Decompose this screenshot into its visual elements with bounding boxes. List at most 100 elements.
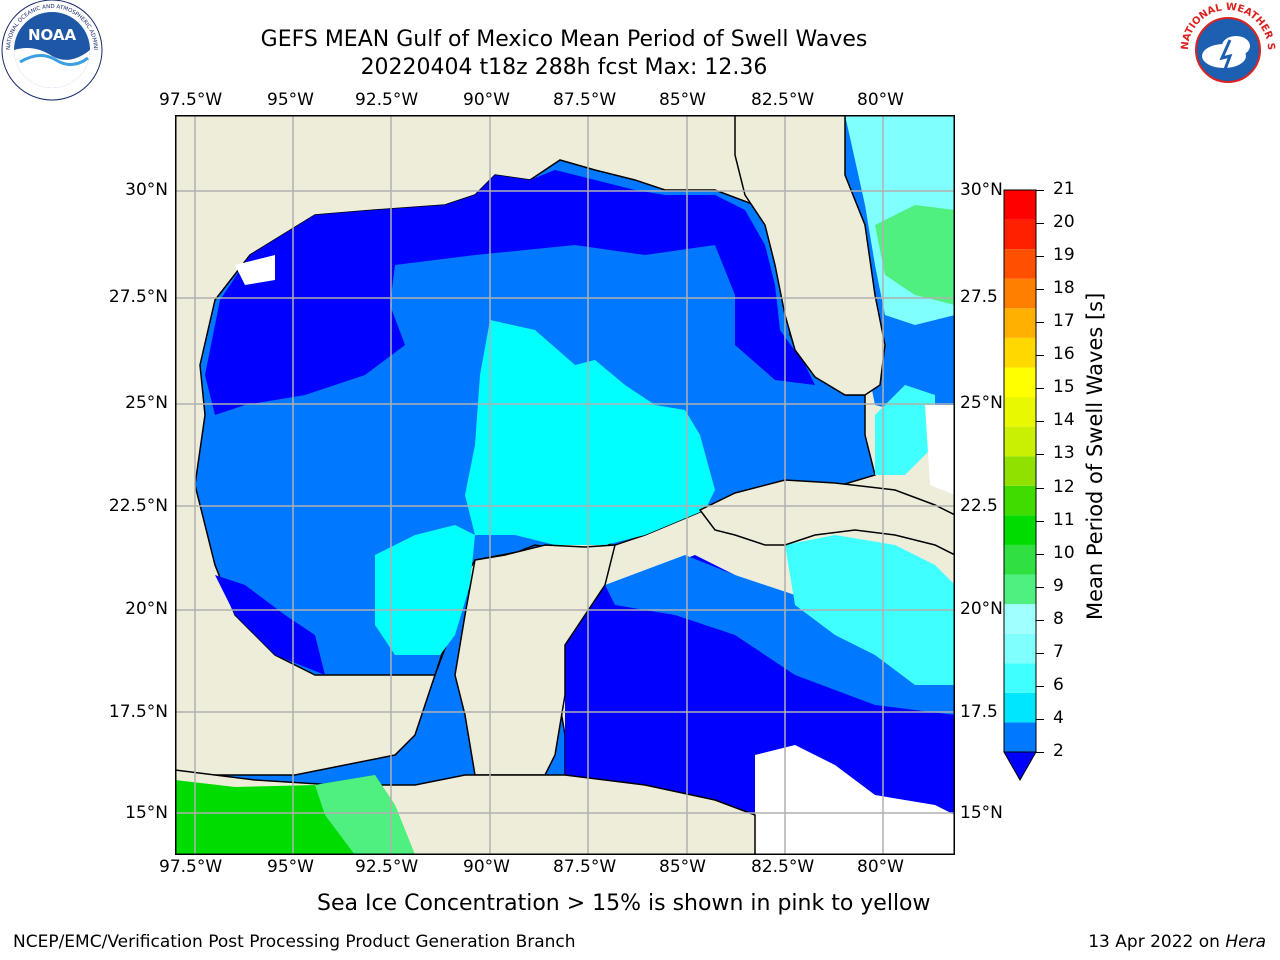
lon-label-bottom: 82.5°W xyxy=(751,857,815,877)
lat-label-left: 30°N xyxy=(125,180,168,200)
colorbar-tick-mark xyxy=(1036,619,1044,621)
lon-label-bottom: 90°W xyxy=(463,857,510,877)
colorbar-tick-mark xyxy=(1036,256,1044,258)
lon-label-bottom: 92.5°W xyxy=(355,857,419,877)
colorbar-extend-triangle xyxy=(1003,751,1037,782)
chart-title: GEFS MEAN Gulf of Mexico Mean Period of … xyxy=(260,27,868,52)
lat-label-right: 25°N xyxy=(960,393,1003,413)
colorbar-tick-label: 11 xyxy=(1053,509,1075,530)
lat-label-right: 30°N xyxy=(960,180,1003,200)
colorbar-swatch xyxy=(1004,249,1036,279)
colorbar-swatch xyxy=(1004,663,1036,693)
colorbar-swatch xyxy=(1004,722,1036,752)
colorbar-tick-label: 19 xyxy=(1053,245,1075,266)
lon-label-bottom: 95°W xyxy=(267,857,314,877)
colorbar-tick-label: 12 xyxy=(1053,476,1075,497)
colorbar-tick-label: 17 xyxy=(1053,311,1075,332)
lat-label-right: 17.5 xyxy=(960,702,998,722)
lat-label-left: 22.5°N xyxy=(108,496,168,516)
colorbar-tick-mark xyxy=(1036,454,1044,456)
lon-label-top: 97.5°W xyxy=(159,90,223,110)
colorbar-tick-label: 20 xyxy=(1053,212,1075,233)
map-frame xyxy=(175,115,955,855)
colorbar-tick-label: 13 xyxy=(1053,443,1075,464)
colorbar-swatch xyxy=(1004,485,1036,516)
colorbar-tick-mark xyxy=(1036,355,1044,357)
colorbar-tick-label: 6 xyxy=(1053,674,1064,695)
lat-label-left: 27.5°N xyxy=(108,287,168,307)
colorbar-tick-label: 7 xyxy=(1053,641,1064,662)
colorbar-tick-mark xyxy=(1036,718,1044,720)
map-gridlines xyxy=(175,115,955,855)
lon-label-top: 87.5°W xyxy=(553,90,617,110)
colorbar-swatch xyxy=(1004,308,1036,338)
footer-machine: Hera xyxy=(1225,932,1266,952)
colorbar-swatch xyxy=(1004,426,1036,457)
colorbar-tick-label: 8 xyxy=(1053,608,1064,629)
lon-label-top: 85°W xyxy=(659,90,706,110)
colorbar-tick-mark xyxy=(1036,520,1044,522)
footer-date: 13 Apr 2022 on Hera xyxy=(1088,932,1266,952)
footer-date-text: 13 Apr 2022 on xyxy=(1088,932,1220,952)
colorbar-tick-mark xyxy=(1036,190,1044,191)
yucatan-land xyxy=(454,544,616,776)
colorbar-swatch xyxy=(1004,337,1036,368)
lon-label-top: 95°W xyxy=(267,90,314,110)
lat-label-left: 25°N xyxy=(125,393,168,413)
no-data-region xyxy=(755,745,955,855)
colorbar xyxy=(1003,189,1037,782)
colorbar-swatch xyxy=(1004,190,1036,220)
colorbar-tick-label: 21 xyxy=(1053,179,1075,199)
colorbar-tick-mark xyxy=(1036,586,1044,588)
lat-label-right: 20°N xyxy=(960,599,1003,619)
lon-label-top: 90°W xyxy=(463,90,510,110)
colorbar-tick-mark xyxy=(1036,421,1044,423)
lon-label-top: 80°W xyxy=(857,90,904,110)
colorbar-swatch xyxy=(1004,278,1036,309)
lat-label-left: 20°N xyxy=(125,599,168,619)
cuba-land xyxy=(698,479,955,556)
colorbar-tick-label: 9 xyxy=(1053,575,1064,596)
colorbar-tick-mark xyxy=(1036,223,1044,225)
lat-label-right: 27.5 xyxy=(960,287,998,307)
colorbar-tick-label: 16 xyxy=(1053,344,1075,365)
lon-label-top: 92.5°W xyxy=(355,90,419,110)
lon-label-bottom: 85°W xyxy=(659,857,706,877)
nws-logo-icon: NATIONAL WEATHER SERVICE xyxy=(1172,0,1280,100)
colorbar-tick-mark xyxy=(1036,652,1044,654)
colorbar-tick-label: 10 xyxy=(1053,542,1075,563)
colorbar-tick-mark xyxy=(1036,322,1044,324)
florida-land xyxy=(734,115,886,396)
colorbar-tick-mark xyxy=(1036,685,1044,687)
colorbar-title: Mean Period of Swell Waves [s] xyxy=(1083,292,1107,620)
lat-label-right: 22.5 xyxy=(960,496,998,516)
cyan-region xyxy=(465,320,715,545)
colorbar-tick-label: 4 xyxy=(1053,707,1064,728)
noaa-logo-icon: NOAA NATIONAL OCEANIC AND ATMOSPHERIC AD… xyxy=(0,0,104,104)
lon-label-top: 82.5°W xyxy=(751,90,815,110)
colorbar-tick-mark xyxy=(1036,289,1044,291)
colorbar-tick-label: 2 xyxy=(1053,741,1064,761)
lon-label-bottom: 87.5°W xyxy=(553,857,617,877)
colorbar-swatch xyxy=(1004,219,1036,250)
gulf-map xyxy=(175,115,955,855)
colorbar-tick-mark xyxy=(1036,752,1044,753)
colorbar-tick-label: 18 xyxy=(1053,278,1075,299)
colorbar-swatch xyxy=(1004,397,1036,427)
footer-producer: NCEP/EMC/Verification Post Processing Pr… xyxy=(13,932,576,952)
colorbar-swatch xyxy=(1004,515,1036,545)
colorbar-swatch xyxy=(1004,633,1036,664)
lon-label-bottom: 97.5°W xyxy=(159,857,223,877)
colorbar-tick-mark xyxy=(1036,388,1044,390)
colorbar-swatch xyxy=(1004,456,1036,486)
noaa-logo-text: NOAA xyxy=(28,26,77,44)
sea-ice-caption: Sea Ice Concentration > 15% is shown in … xyxy=(317,891,931,916)
lon-label-bottom: 80°W xyxy=(857,857,904,877)
colorbar-tick-mark xyxy=(1036,553,1044,555)
colorbar-swatch xyxy=(1004,692,1036,723)
colorbar-swatch xyxy=(1004,367,1036,398)
chart-subtitle: 20220404 t18z 288h fcst Max: 12.36 xyxy=(360,55,768,80)
colorbar-tick-mark xyxy=(1036,487,1044,489)
dark-blue-region xyxy=(205,170,815,415)
colorbar-tick-label: 14 xyxy=(1053,410,1075,431)
